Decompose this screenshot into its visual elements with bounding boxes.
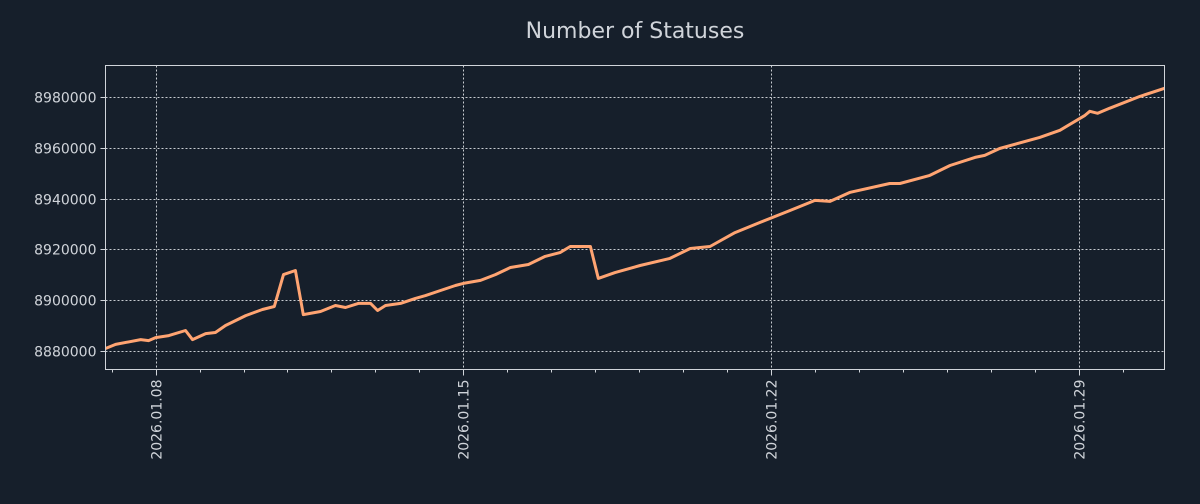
y-tick-label: 8960000 bbox=[34, 142, 96, 158]
y-tick-label: 8920000 bbox=[34, 243, 96, 259]
y-tick-label: 8980000 bbox=[34, 91, 96, 107]
ticks: 8880000 8900000 8920000 8940000 8960000 89800… bbox=[34, 91, 1124, 460]
series-line-statuses bbox=[104, 86, 1165, 350]
y-tick-label: 8940000 bbox=[34, 193, 96, 209]
plot-frame bbox=[105, 65, 1165, 370]
x-tick-label: 2026.01.08 bbox=[150, 380, 166, 460]
x-tick-label: 2026.01.29 bbox=[1073, 380, 1089, 460]
grid bbox=[105, 65, 1165, 370]
chart-title: Number of Statuses bbox=[526, 19, 745, 44]
x-tick-label: 2026.01.15 bbox=[457, 380, 473, 460]
y-tick-label: 8900000 bbox=[34, 294, 96, 310]
x-tick-label: 2026.01.22 bbox=[765, 380, 781, 460]
y-tick-label: 8880000 bbox=[34, 345, 96, 361]
